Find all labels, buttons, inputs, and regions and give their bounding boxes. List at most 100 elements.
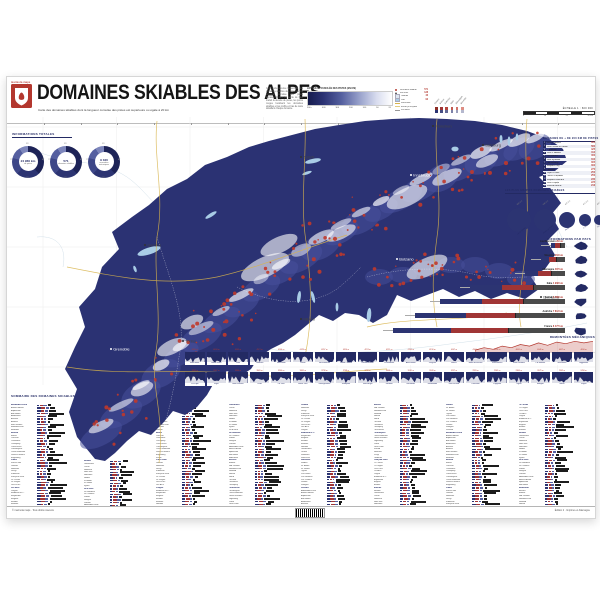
- elevation-sparkline: [48, 440, 58, 443]
- value-chip: [402, 500, 407, 503]
- value-chip: [262, 487, 266, 489]
- elevation-sparkline: [120, 485, 124, 488]
- index-row: Saas-Fee: [374, 500, 444, 503]
- top-domain-name: Espace Diamant: [547, 178, 565, 181]
- value-chip: [407, 470, 410, 473]
- donut-center: 9 340 remontées mécaniques: [94, 152, 114, 172]
- value-chip: [115, 490, 118, 493]
- value-chip: [37, 434, 40, 437]
- city-label: Salzburg: [485, 142, 501, 147]
- elevation-sparkline: [50, 495, 63, 498]
- value-chip: [330, 476, 335, 478]
- peak-tile: 2502 m Säntis: [552, 370, 572, 386]
- country-name: Allemagne: [542, 267, 555, 271]
- bubble-km-label: 600 km: [516, 199, 524, 206]
- index-row: Alta Badia: [519, 484, 589, 487]
- peak-thumbnail: Monte Rosa: [206, 351, 227, 366]
- countries-section: Informations par pays Liechtenstein 29 k…: [7, 237, 595, 337]
- value-chip: [40, 415, 43, 418]
- value-chip: [544, 478, 547, 481]
- resort-name: Wengen: [518, 470, 527, 473]
- elevation-sparkline: [47, 478, 55, 481]
- value-chip: [112, 496, 116, 498]
- value-chip: [109, 477, 113, 479]
- resort-name: Champéry: [446, 470, 456, 473]
- value-chip: [188, 487, 191, 489]
- matrix-cell: [461, 110, 464, 113]
- index-row: Val Thorens: [84, 493, 154, 496]
- elevation-sparkline: [47, 486, 64, 489]
- peak-thumbnail: Finsteraarhorn: [357, 351, 378, 366]
- value-chip: [551, 498, 553, 500]
- value-chip: [399, 470, 404, 473]
- top-domain-km: 425: [591, 148, 595, 151]
- value-chip: [544, 465, 548, 467]
- gradient-legend-title: LONGUEUR CUMULÉE DES PISTES (EN KM): [307, 88, 356, 90]
- value-chip: [327, 500, 331, 503]
- value-chip: [329, 478, 333, 481]
- index-row: Gstaad: [11, 465, 81, 468]
- tick: [558, 123, 559, 125]
- resort-name: Saalbach: [83, 468, 93, 471]
- city-label: Innsbruck: [413, 172, 430, 177]
- value-chip: [330, 484, 335, 486]
- elevation-sparkline: [556, 503, 559, 506]
- dot-icon: [395, 88, 398, 91]
- elevation-sparkline: [482, 500, 488, 503]
- country-km: 6 588 km: [552, 295, 563, 299]
- value-chip: [37, 487, 40, 489]
- value-chip: [113, 477, 115, 479]
- value-chip: [37, 495, 41, 497]
- top-domain-km: 412: [591, 152, 595, 155]
- resort-name: Gstaad: [156, 462, 163, 465]
- value-chip: [42, 470, 47, 473]
- resort-name: Kranjska Gora: [11, 475, 25, 478]
- elevation-sparkline: [411, 475, 417, 478]
- resort-name: Champéry: [228, 484, 238, 487]
- index-row: Crans-Montana: [229, 492, 299, 495]
- rank-number: 11: [543, 174, 547, 178]
- value-chip: [327, 503, 331, 506]
- index-row: Davos-Klosters: [229, 495, 299, 498]
- peak-thumbnail: Jungfrau: [422, 351, 443, 366]
- value-chip: [109, 493, 113, 496]
- matrix-cell: [445, 107, 448, 110]
- bar-red-segment: [465, 313, 515, 318]
- resort-name: Ortisei: [373, 495, 380, 498]
- value-chip: [260, 478, 263, 481]
- peak-thumbnail: Liskamm: [249, 351, 270, 366]
- peak-thumbnail: Barre des Écrins: [465, 351, 486, 366]
- value-chip: [327, 467, 331, 470]
- bar-tail: [405, 315, 415, 316]
- value-chip: [475, 498, 480, 500]
- elevation-sparkline: [412, 495, 421, 498]
- bar-tail: [541, 245, 551, 246]
- bubble-km-label: 412 km: [582, 199, 589, 206]
- index-row: Ischgl: [156, 467, 226, 470]
- elevation-sparkline: [338, 492, 341, 495]
- peak-thumbnail: Grossglockner: [314, 372, 335, 386]
- tick: [154, 123, 155, 125]
- resort-name: Zermatt: [301, 486, 309, 489]
- rank-number: 9: [543, 168, 547, 171]
- country-bar-label: Slovénie 264 km: [544, 254, 563, 257]
- value-chip: [258, 462, 261, 464]
- elevation-sparkline: [483, 467, 488, 470]
- index-row: Ortisei: [84, 466, 154, 469]
- elevation-sparkline: [119, 490, 131, 493]
- value-chip: [399, 481, 403, 484]
- country-bar-label: Allemagne 487 km: [542, 268, 563, 271]
- index-row: Méribel: [11, 500, 81, 503]
- bubble-km-label: 400 km: [596, 200, 600, 206]
- top-domain-name: Les 2 Alpes: [547, 181, 560, 184]
- resort-name: Andermatt: [11, 415, 21, 418]
- value-chip: [327, 498, 330, 500]
- value-chip: [472, 487, 476, 489]
- index-row: Alta Badia: [11, 412, 81, 415]
- elevation-sparkline: [120, 468, 123, 471]
- value-chip: [263, 500, 267, 503]
- legend-item: Autoroute: [395, 102, 428, 105]
- matrix-cell: [450, 107, 454, 110]
- index-row: Verbier: [84, 496, 154, 499]
- gradient-tick: 100: [362, 106, 367, 109]
